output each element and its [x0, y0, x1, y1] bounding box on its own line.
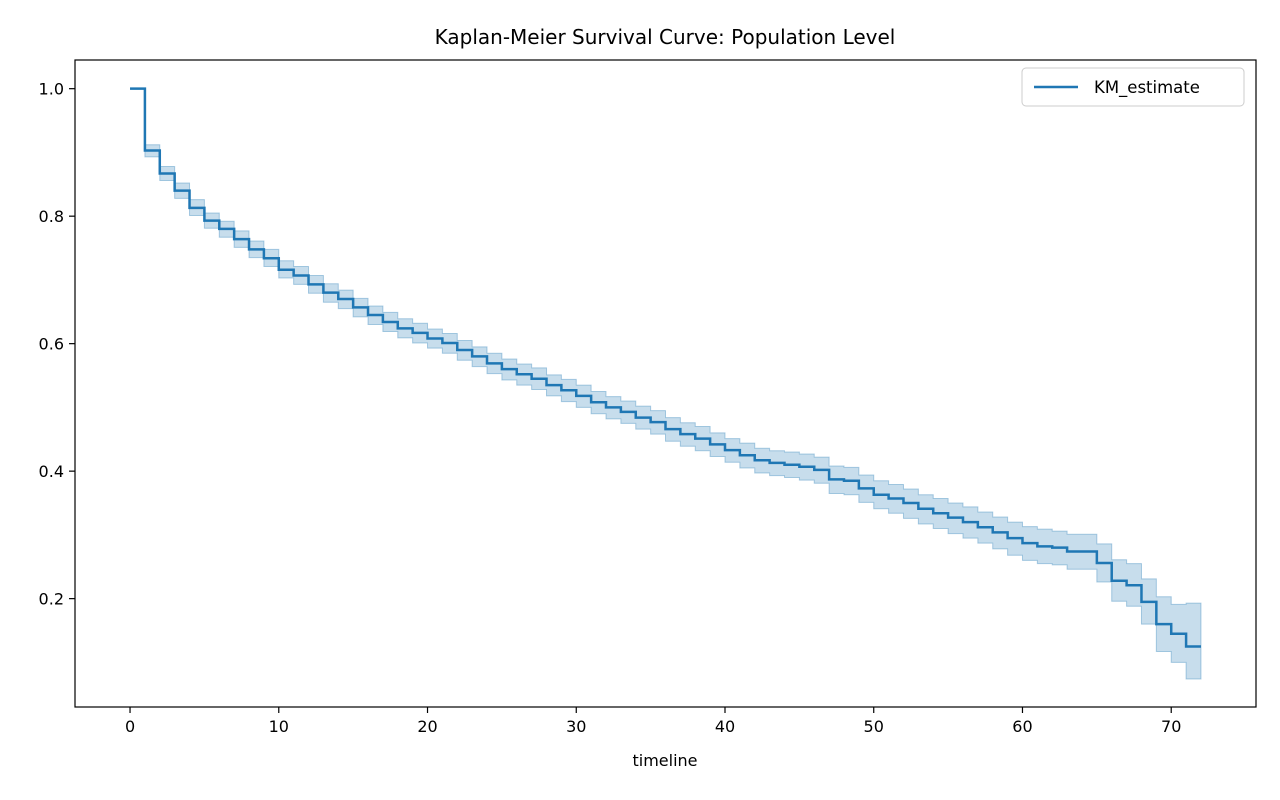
- y-axis: 0.2 0.4 0.6 0.8 1.0: [39, 80, 75, 609]
- x-tick-label: 10: [269, 717, 289, 736]
- legend-box: [1021, 67, 1245, 107]
- y-tick-label: 0.8: [39, 207, 64, 226]
- x-tick-label: 30: [566, 717, 586, 736]
- x-tick-label: 40: [715, 717, 735, 736]
- x-tick-label: 70: [1161, 717, 1181, 736]
- legend: KM_estimate: [1021, 67, 1245, 107]
- x-axis: 0 10 20 30 40 50 60 70: [125, 707, 1181, 736]
- y-tick-label: 1.0: [39, 80, 64, 99]
- x-tick-label: 20: [417, 717, 437, 736]
- confidence-band-0: [130, 88, 1202, 680]
- y-tick-label: 0.4: [39, 462, 64, 481]
- legend-label-km-estimate: KM_estimate: [1094, 78, 1200, 98]
- chart-title: Kaplan-Meier Survival Curve: Population …: [435, 25, 896, 49]
- x-tick-label: 50: [864, 717, 884, 736]
- km-estimate-line: [130, 87, 1201, 648]
- x-axis-label: timeline: [632, 751, 697, 770]
- x-tick-label: 0: [125, 717, 135, 736]
- plot-frame: [74, 59, 1257, 708]
- x-tick-label: 60: [1012, 717, 1032, 736]
- plot-area: [130, 87, 1202, 680]
- y-tick-label: 0.6: [39, 335, 64, 354]
- y-tick-label: 0.2: [39, 590, 64, 609]
